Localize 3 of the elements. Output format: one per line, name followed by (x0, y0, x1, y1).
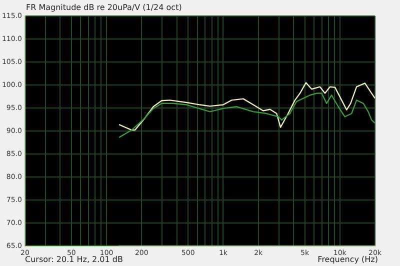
x-axis-title: Frequency (Hz) (318, 255, 378, 264)
text: Cursor: 20.1 Hz, 2.01 dB (25, 255, 123, 264)
chart-title: FR Magnitude dB re 20uPa/V (1/24 oct) (26, 3, 182, 12)
